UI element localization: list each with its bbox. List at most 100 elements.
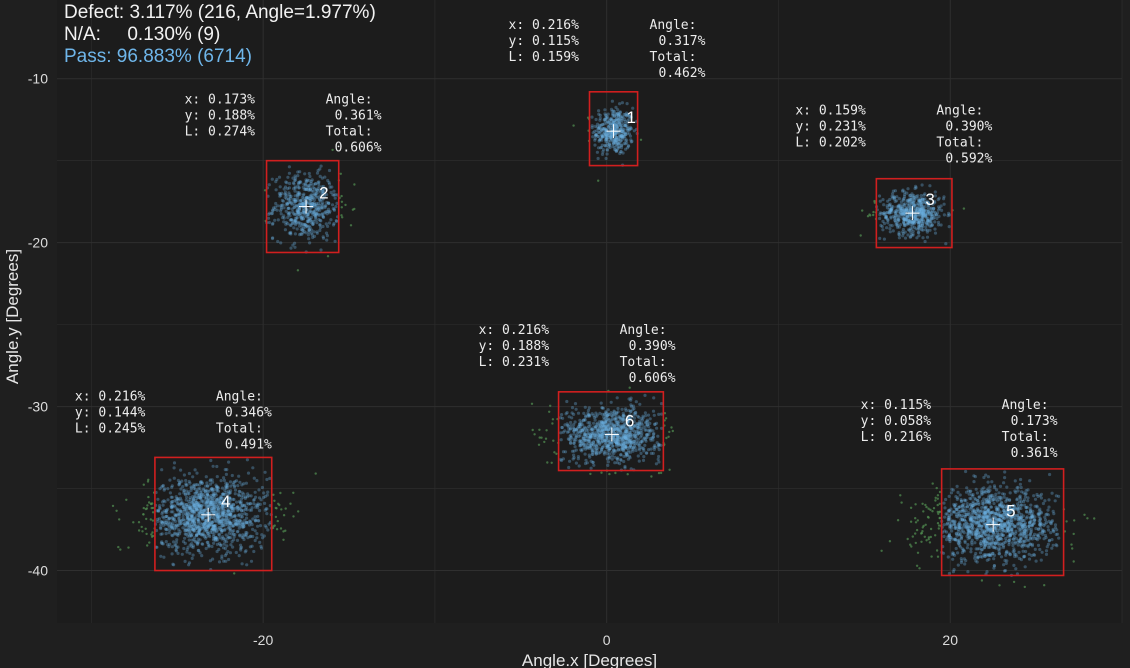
data-point: [191, 503, 195, 507]
data-point: [597, 139, 601, 143]
data-point: [909, 223, 913, 227]
data-point: [990, 534, 994, 538]
data-point: [1004, 536, 1008, 541]
data-point: [531, 428, 534, 432]
data-point: [289, 230, 293, 234]
data-point: [896, 218, 900, 222]
data-point: [911, 220, 915, 224]
data-point: [314, 187, 318, 192]
data-point: [203, 490, 207, 494]
data-point: [220, 518, 224, 523]
data-point: [312, 203, 316, 207]
data-point: [212, 508, 216, 512]
data-point: [155, 545, 159, 549]
data-point: [905, 218, 909, 222]
data-point: [611, 139, 616, 143]
data-point: [188, 543, 192, 547]
data-point: [330, 203, 335, 207]
data-point: [221, 508, 225, 512]
data-point: [1006, 535, 1010, 539]
data-point: [920, 228, 924, 232]
data-point: [1016, 543, 1020, 547]
stat-y: y: 0.058%: [861, 414, 932, 429]
data-point: [980, 555, 984, 559]
data-point: [230, 473, 234, 478]
data-point: [636, 414, 640, 418]
data-point: [606, 463, 610, 467]
data-point: [1023, 503, 1027, 507]
data-point: [898, 206, 902, 210]
data-point: [240, 503, 244, 508]
data-point: [221, 504, 225, 508]
data-point: [920, 202, 924, 206]
data-point: [914, 210, 918, 214]
data-point: [170, 533, 174, 537]
data-point: [595, 150, 600, 154]
data-point: [589, 466, 593, 470]
data-point: [213, 538, 217, 543]
data-point: [271, 209, 275, 213]
data-point: [249, 494, 253, 498]
data-point: [192, 511, 197, 515]
data-point: [901, 189, 905, 193]
stat-y: y: 0.231%: [795, 120, 866, 135]
data-point: [214, 519, 218, 523]
data-point: [212, 487, 216, 491]
data-point: [243, 511, 247, 516]
data-point: [989, 541, 993, 545]
data-point: [282, 187, 286, 191]
data-point: [217, 518, 221, 522]
data-point: [185, 521, 189, 525]
data-point: [989, 505, 993, 509]
data-point: [212, 502, 216, 506]
data-point: [614, 123, 618, 128]
data-point: [1053, 523, 1058, 527]
data-point: [897, 217, 901, 221]
data-point: [212, 519, 216, 524]
data-point: [307, 178, 311, 183]
data-point: [890, 196, 895, 200]
data-point: [980, 509, 984, 513]
data-point: [215, 505, 219, 509]
data-point: [191, 484, 195, 488]
data-point: [169, 504, 173, 508]
data-point: [947, 211, 951, 215]
data-point: [228, 500, 232, 504]
data-point: [962, 557, 967, 561]
data-point: [309, 221, 313, 225]
data-point: [202, 525, 206, 529]
data-point: [895, 195, 899, 199]
data-point: [220, 530, 224, 535]
data-point: [185, 489, 189, 493]
data-point: [254, 519, 258, 523]
data-point: [284, 203, 288, 207]
data-point: [240, 512, 244, 516]
data-point: [213, 537, 217, 541]
data-point: [225, 484, 229, 488]
data-point: [297, 182, 301, 186]
data-point: [888, 204, 892, 208]
data-point: [190, 542, 194, 546]
data-point: [287, 197, 291, 201]
data-point: [243, 496, 247, 500]
data-point: [274, 188, 278, 192]
data-point: [901, 208, 905, 212]
cluster-4: 4x: 0.216%y: 0.144%L: 0.245%Angle:0.346%…: [75, 389, 317, 575]
stat-angle: 0.346%: [225, 405, 272, 420]
data-point: [1023, 585, 1026, 589]
data-point: [173, 498, 177, 502]
data-point: [224, 501, 228, 506]
data-point: [242, 524, 246, 529]
data-point: [584, 458, 588, 462]
data-point: [973, 541, 977, 545]
data-point: [605, 121, 609, 125]
data-point: [203, 519, 207, 523]
data-point: [304, 178, 308, 182]
data-point: [132, 521, 135, 524]
data-point: [1022, 531, 1026, 536]
data-point: [205, 524, 210, 528]
data-point: [164, 515, 168, 519]
data-point: [209, 501, 213, 505]
data-point: [1053, 499, 1057, 503]
data-point: [186, 545, 190, 549]
